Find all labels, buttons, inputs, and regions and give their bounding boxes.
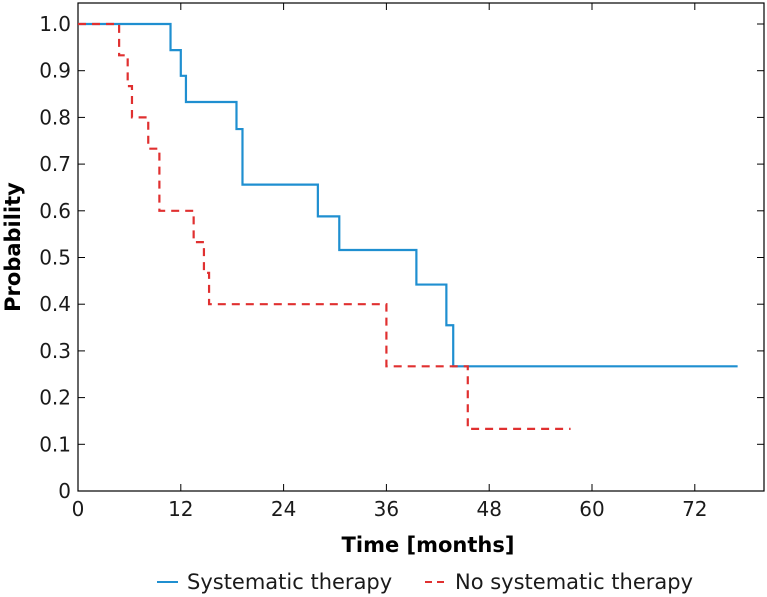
series-line-systematic (78, 22, 738, 368)
legend: Systematic therapy No systematic therapy (157, 570, 693, 594)
y-tick-label: 0.8 (39, 105, 71, 129)
y-axis: 0 0.1 0.2 0.3 0.4 0.5 0.6 0.7 0.8 0.9 1.0 (39, 12, 764, 503)
y-tick-label: 0.9 (39, 59, 71, 83)
y-tick-label: 0.7 (39, 152, 71, 176)
x-tick-label: 0 (72, 497, 85, 521)
plot-frame (77, 2, 765, 492)
y-tick-label: 0.6 (39, 199, 71, 223)
y-tick-label: 0.5 (39, 246, 71, 270)
x-tick-label: 36 (374, 497, 399, 521)
series-layer (78, 22, 738, 430)
series-line-no-systematic (78, 22, 571, 430)
y-tick-label: 0.2 (39, 386, 71, 410)
y-tick-label: 0.4 (39, 292, 71, 316)
legend-label-no-systematic: No systematic therapy (455, 570, 693, 594)
x-tick-label: 72 (682, 497, 707, 521)
legend-label-systematic: Systematic therapy (187, 570, 392, 594)
y-tick-label: 0.1 (39, 432, 71, 456)
x-tick-label: 48 (476, 497, 501, 521)
x-axis: 0 12 24 36 48 60 72 (72, 3, 708, 521)
x-axis-title: Time [months] (342, 533, 515, 557)
x-tick-label: 24 (271, 497, 296, 521)
x-tick-label: 12 (168, 497, 193, 521)
y-axis-title: Probability (1, 182, 25, 312)
x-tick-label: 60 (579, 497, 604, 521)
y-tick-label: 0 (58, 479, 71, 503)
y-tick-label: 0.3 (39, 339, 71, 363)
y-tick-label: 1.0 (39, 12, 71, 36)
